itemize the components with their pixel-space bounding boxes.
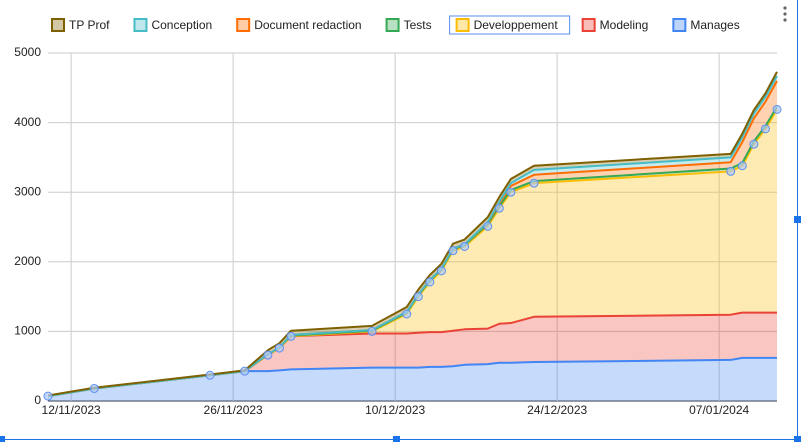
legend-swatch[interactable] [385,18,400,32]
area [48,109,777,397]
data-point [402,309,412,319]
legend-label[interactable]: Document redaction [254,18,361,32]
legend-label[interactable]: TP Prof [69,18,110,32]
y-tick-label: 3000 [14,184,41,198]
x-tick-label: 12/11/2023 [42,403,101,417]
line [47,356,777,398]
resize-handle[interactable] [0,436,5,442]
y-tick-label: 2000 [14,254,41,268]
dot[interactable] [783,18,787,22]
x-tick-label: 24/12/2023 [527,403,587,417]
legend-swatch[interactable] [581,18,596,32]
data-point [529,178,539,188]
data-point [436,266,446,276]
data-point [726,166,736,176]
y-tick-label: 5000 [14,45,41,59]
dot[interactable] [783,6,787,10]
data-point [760,124,770,134]
data-point [460,241,470,251]
data-point [483,221,493,231]
legend-swatch[interactable] [236,18,251,32]
data-point [413,292,423,302]
data-point [240,366,250,376]
legend-swatch[interactable] [455,18,470,32]
resize-handle[interactable] [794,436,801,442]
y-tick-label: 0 [34,393,41,407]
resize-handle[interactable] [393,436,400,442]
area [48,312,777,397]
legend-label[interactable]: Developpement [474,18,559,32]
grid [48,52,777,402]
data-point [367,326,377,336]
resize-handle[interactable] [794,216,801,223]
y-tick-label: 1000 [14,324,41,338]
legend-label[interactable]: Tests [404,18,432,32]
area [48,357,777,401]
dot[interactable] [783,12,787,16]
y-tick-label: 4000 [14,115,41,129]
points [43,104,782,401]
x-tick-label: 26/11/2023 [204,403,263,417]
data-point [89,383,99,393]
menu-dots[interactable] [783,6,787,22]
x-tick-label: 10/12/2023 [365,403,425,417]
axes: 0 1000 2000 3000 4000 5000 12/11/2023 26/11/202… [14,45,749,417]
data-point [263,350,273,360]
legend[interactable]: TP Prof Conception Document redaction Tests… [51,15,740,35]
legend-swatch[interactable] [672,18,687,32]
legend-selection[interactable] [449,15,571,35]
data-point [506,187,516,197]
x-tick-label: 07/01/2024 [689,403,749,417]
data-point [494,203,504,213]
legend-label[interactable]: Modeling [600,18,649,32]
data-point [286,331,296,341]
data-point [274,343,284,353]
legend-label[interactable]: Conception [151,18,212,32]
data-point [772,104,782,114]
legend-label[interactable]: Manages [690,18,739,32]
data-point [43,391,53,401]
data-point [737,161,747,171]
data-point [425,277,435,287]
data-point [205,370,215,380]
legend-swatch[interactable] [51,18,65,32]
line [47,71,778,397]
data-point [749,139,759,149]
legend-swatch[interactable] [133,18,148,32]
data-point [448,246,458,256]
